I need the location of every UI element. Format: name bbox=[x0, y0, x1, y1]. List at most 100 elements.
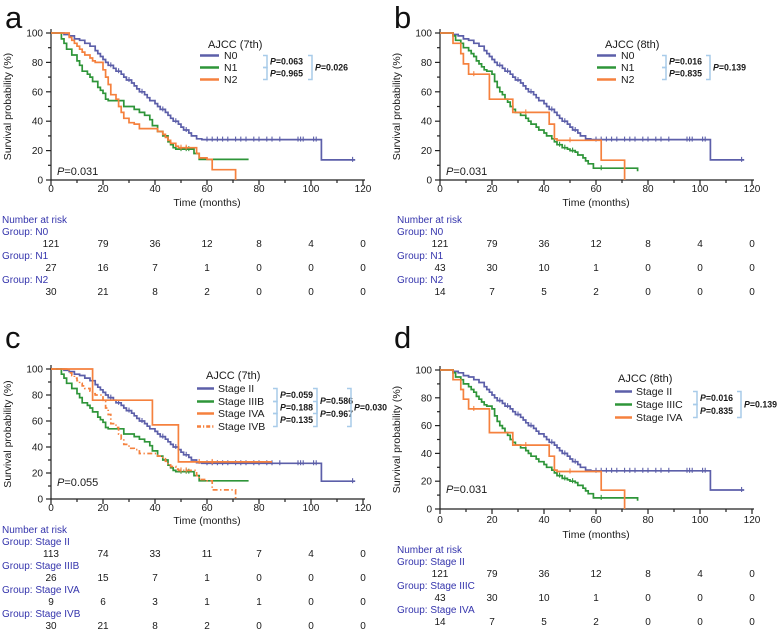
y-tick-label: 80 bbox=[421, 393, 433, 404]
risk-count: 7 bbox=[152, 263, 158, 274]
legend-label: N2 bbox=[224, 74, 238, 86]
y-tick-label: 80 bbox=[421, 58, 433, 69]
p-value-label: P=0.586 bbox=[320, 396, 353, 406]
risk-count: 0 bbox=[749, 263, 755, 274]
risk-count: 0 bbox=[749, 287, 755, 298]
p-value-label: P=0.139 bbox=[744, 400, 777, 410]
censor-marks-N2 bbox=[473, 71, 571, 143]
x-tick-label: 60 bbox=[201, 184, 213, 195]
risk-count: 79 bbox=[486, 239, 498, 250]
axes bbox=[46, 365, 365, 504]
survival-curve-N2 bbox=[440, 32, 626, 180]
risk-count: 1 bbox=[593, 593, 599, 604]
risk-count: 0 bbox=[749, 569, 755, 580]
risk-count: 2 bbox=[204, 287, 210, 298]
risk-count: 21 bbox=[97, 287, 109, 298]
panel-c: c 0 20 40 60 80 100 0 20 40 60 80 100 120 Survival pr… bbox=[0, 320, 389, 640]
risk-count: 74 bbox=[97, 549, 109, 560]
risk-count: 12 bbox=[590, 569, 602, 580]
panel-a: a 0 20 40 60 80 100 0 20 40 60 80 100 120 Survival pr… bbox=[0, 0, 389, 320]
risk-count: 0 bbox=[360, 239, 366, 250]
p-value-label: P=0.031 bbox=[446, 166, 487, 178]
legend-label: Stage II bbox=[636, 386, 672, 398]
legend-label: N0 bbox=[621, 50, 635, 62]
risk-count: 0 bbox=[697, 287, 703, 298]
x-tick-label: 120 bbox=[744, 184, 761, 195]
risk-count: 30 bbox=[45, 621, 57, 632]
risk-count: 1 bbox=[256, 597, 262, 608]
survival-curve-N1 bbox=[440, 32, 639, 172]
y-tick-label: 60 bbox=[32, 87, 44, 98]
risk-count: 0 bbox=[308, 621, 314, 632]
risk-count: 0 bbox=[697, 617, 703, 628]
risk-count: 79 bbox=[486, 569, 498, 580]
risk-count: 0 bbox=[360, 621, 366, 632]
panel-b: b 0 20 40 60 80 100 0 20 40 60 80 100 120 Survival pr… bbox=[389, 0, 778, 320]
risk-count: 1 bbox=[204, 263, 210, 274]
panel-letter-d: d bbox=[394, 320, 412, 355]
risk-count: 10 bbox=[538, 593, 550, 604]
x-tick-label: 20 bbox=[97, 184, 109, 195]
censor-marks-Stage-IVA bbox=[198, 458, 213, 464]
x-tick-label: 80 bbox=[642, 184, 654, 195]
x-tick-label: 100 bbox=[692, 184, 709, 195]
risk-count: 0 bbox=[256, 287, 262, 298]
p-value-label: P=0.026 bbox=[315, 63, 348, 73]
y-tick-label: 0 bbox=[37, 176, 43, 187]
risk-count: 79 bbox=[97, 239, 109, 250]
risk-group-label: Group: Stage IVA bbox=[397, 605, 475, 616]
risk-count: 43 bbox=[434, 263, 446, 274]
censor-marks-Stage-IIIC bbox=[559, 472, 602, 500]
censor-marks-Stage-IVA bbox=[473, 405, 571, 474]
y-tick-label: 0 bbox=[426, 505, 432, 516]
y-tick-label: 80 bbox=[32, 391, 44, 402]
p-value-label: P=0.188 bbox=[280, 403, 313, 413]
risk-count: 14 bbox=[434, 617, 446, 628]
panel-letter-c: c bbox=[5, 320, 21, 355]
risk-count: 0 bbox=[645, 287, 651, 298]
axes bbox=[435, 366, 754, 514]
pairwise-brackets: P=0.059 P=0.188 P=0.135 P=0.586 P=0.967P=0.0… bbox=[273, 387, 387, 428]
risk-group-label: Group: Stage II bbox=[2, 537, 70, 548]
risk-count: 8 bbox=[645, 569, 651, 580]
risk-table-title: Number at risk bbox=[2, 215, 68, 226]
p-value-label: P=0.835 bbox=[700, 406, 733, 416]
comparison-bracket bbox=[662, 54, 667, 69]
risk-count: 2 bbox=[593, 617, 599, 628]
risk-count: 0 bbox=[308, 573, 314, 584]
legend-label: Stage IIIC bbox=[636, 399, 683, 411]
risk-count: 0 bbox=[697, 593, 703, 604]
risk-count: 15 bbox=[97, 573, 109, 584]
risk-count: 0 bbox=[645, 263, 651, 274]
x-tick-label: 60 bbox=[201, 503, 213, 514]
risk-count: 30 bbox=[486, 263, 498, 274]
risk-count: 121 bbox=[432, 569, 449, 580]
risk-count: 1 bbox=[593, 263, 599, 274]
risk-count: 36 bbox=[149, 239, 161, 250]
risk-count: 7 bbox=[152, 573, 158, 584]
risk-count: 14 bbox=[434, 287, 446, 298]
legend-label: N2 bbox=[621, 74, 635, 86]
p-value-label: P=0.016 bbox=[700, 393, 733, 403]
legend-label: Stage II bbox=[218, 383, 254, 395]
y-tick-label: 40 bbox=[32, 117, 44, 128]
comparison-bracket bbox=[273, 387, 278, 403]
legend-title: AJCC (7th) bbox=[206, 370, 260, 382]
comparison-bracket bbox=[273, 412, 278, 428]
risk-group-label: Group: N1 bbox=[397, 251, 444, 262]
p-value-label: P=0.059 bbox=[280, 390, 313, 400]
legend-title: AJCC (7th) bbox=[208, 39, 262, 51]
censor-marks-N0 bbox=[499, 62, 743, 162]
censor-marks-N1 bbox=[559, 141, 602, 171]
risk-count: 2 bbox=[593, 287, 599, 298]
y-axis-title: Survival probability (%) bbox=[2, 53, 14, 160]
p-value-label: P=0.139 bbox=[713, 63, 746, 73]
survival-curve-N0 bbox=[51, 32, 356, 161]
